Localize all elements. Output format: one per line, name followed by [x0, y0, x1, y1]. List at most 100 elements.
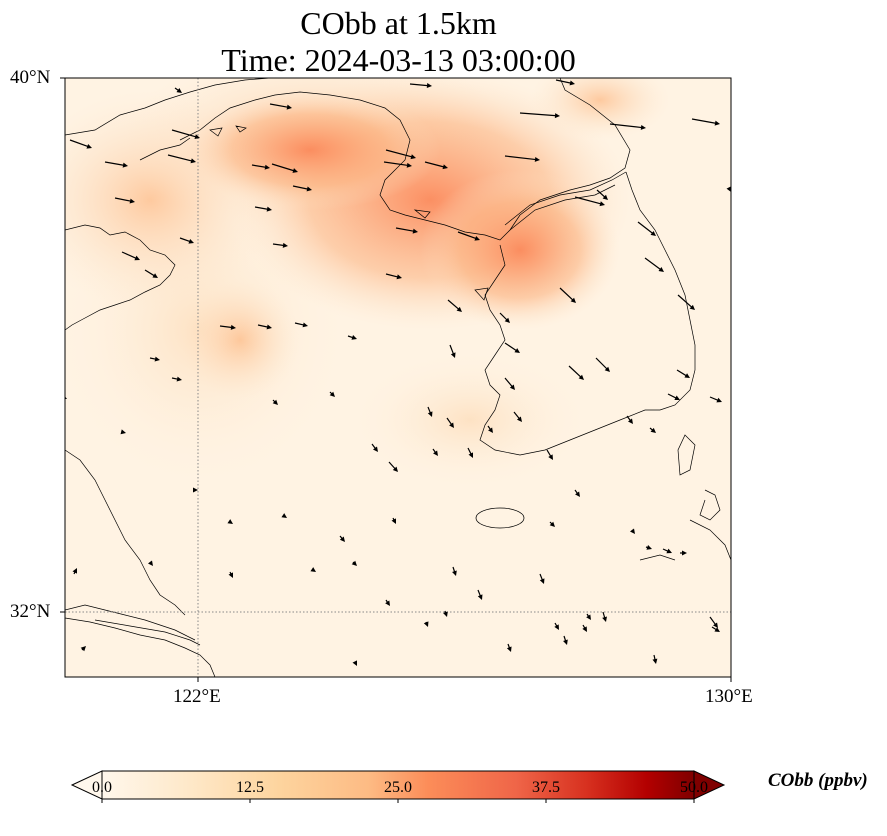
wind-arrow-head	[646, 545, 652, 550]
wind-arrow-head	[689, 304, 695, 310]
wind-arrow-head	[188, 238, 194, 244]
wind-arrow-head	[570, 297, 576, 303]
wind-arrow-head	[506, 646, 512, 652]
wind-arrow-head	[306, 186, 312, 192]
wind-arrow-shaft	[644, 257, 662, 271]
wind-arrow-head	[468, 452, 473, 458]
wind-arrow-shaft	[219, 325, 234, 329]
wind-arrow-head	[302, 322, 308, 328]
wind-arrow-head	[228, 572, 233, 578]
gridlines	[65, 78, 731, 677]
wind-arrow-head	[433, 450, 438, 456]
wind-arrow-shaft	[409, 83, 430, 87]
lon-label-130e: 130°E	[705, 686, 753, 707]
wind-arrow-head	[554, 624, 559, 630]
wind-arrow-head	[281, 513, 287, 518]
wind-arrow-head	[227, 519, 233, 524]
colorbar-tick-0: 0.0	[92, 779, 112, 796]
wind-arrow-head	[714, 120, 720, 126]
wind-arrow-shaft	[271, 163, 296, 172]
wind-arrow-head	[292, 168, 298, 173]
map-frame	[64, 77, 732, 678]
cobb-field	[65, 78, 731, 677]
colorbar-tick-1: 12.5	[236, 779, 264, 796]
wind-arrow-shaft	[504, 342, 518, 352]
wind-arrow-head	[120, 429, 126, 435]
wind-arrow-head	[599, 201, 605, 207]
wind-arrow-head	[427, 411, 433, 417]
wind-arrow-head	[339, 536, 345, 542]
wind-arrow-head	[351, 335, 357, 340]
wind-arrow-head	[716, 397, 722, 403]
wind-arrow-head	[488, 427, 493, 433]
wind-arrow-head	[514, 348, 520, 353]
wind-arrow-shaft	[424, 161, 446, 168]
wind-arrow-head	[630, 528, 635, 534]
wind-arrow-head	[578, 374, 584, 380]
wind-arrow-head	[713, 622, 718, 628]
wind-arrow-shaft	[251, 164, 268, 169]
wind-arrow-head	[148, 560, 153, 566]
wind-arrow-head	[650, 230, 656, 236]
wind-arrow-head	[272, 399, 278, 405]
wind-arrow-shaft	[637, 221, 655, 235]
wind-arrow-head	[391, 518, 396, 524]
wind-arrow-head	[286, 104, 292, 110]
wind-arrow-shaft	[114, 197, 133, 203]
wind-arrow-shaft	[292, 185, 310, 190]
wind-arrow-shaft	[104, 161, 126, 167]
wind-arrow-shaft	[69, 139, 90, 148]
wind-arrow-shaft	[504, 155, 538, 161]
wind-arrow-head	[509, 384, 515, 390]
wind-arrow-head	[477, 594, 483, 600]
wind-arrow-head	[640, 124, 646, 130]
wind-arrow-head	[474, 235, 480, 241]
wind-arrow-shaft	[447, 299, 461, 311]
wind-arrow-shaft	[595, 357, 609, 371]
colorbar-extend-max	[693, 770, 726, 800]
wind-arrow-head	[604, 366, 610, 372]
wind-arrow-head	[86, 143, 92, 149]
axis-ticks	[60, 77, 732, 682]
wind-arrow-shaft	[609, 123, 644, 129]
wind-arrow-shaft	[677, 294, 694, 309]
wind-arrow-shaft	[555, 79, 573, 84]
wind-arrow-head	[129, 198, 135, 204]
wind-arrow-shaft	[676, 369, 688, 377]
wind-arrow-head	[122, 162, 128, 168]
wind-arrow-head	[72, 568, 77, 574]
wind-arrow-head	[373, 446, 378, 452]
wind-arrow-head	[154, 356, 160, 362]
wind-arrow-shaft	[574, 196, 603, 205]
wind-arrow-head	[726, 186, 731, 192]
wind-arrow-head	[410, 154, 416, 160]
wind-arrow-head	[563, 639, 568, 645]
wind-arrow-head	[392, 466, 398, 472]
colorbar	[70, 770, 726, 803]
wind-arrow-head	[329, 391, 335, 397]
wind-arrow-head	[452, 570, 457, 576]
lon-label-122e: 122°E	[173, 686, 221, 707]
wind-arrow-head	[80, 646, 86, 652]
wind-arrow-head	[554, 113, 560, 119]
wind-arrow-head	[456, 306, 462, 312]
wind-arrow-head	[193, 487, 198, 493]
wind-arrow-head	[152, 273, 158, 278]
wind-arrow-head	[406, 162, 412, 168]
wind-arrow-head	[352, 660, 357, 666]
wind-arrow-head	[504, 317, 510, 323]
wind-vectors	[65, 79, 731, 666]
wind-arrow-head	[575, 491, 580, 497]
wind-arrow-head	[385, 600, 390, 606]
wind-arrow-head	[658, 267, 664, 272]
wind-arrow-shaft	[171, 129, 198, 138]
wind-arrow-head	[650, 427, 656, 433]
wind-arrow-head	[310, 567, 316, 572]
wind-arrow-shaft	[385, 149, 414, 158]
wind-arrow-head	[176, 376, 182, 382]
map-title-line2: Time: 2024-03-13 03:00:00	[221, 42, 576, 78]
wind-arrow-shaft	[272, 243, 286, 247]
wind-arrow-shaft	[559, 287, 575, 302]
wind-arrow-shaft	[457, 231, 478, 240]
wind-arrow-head	[412, 228, 418, 234]
